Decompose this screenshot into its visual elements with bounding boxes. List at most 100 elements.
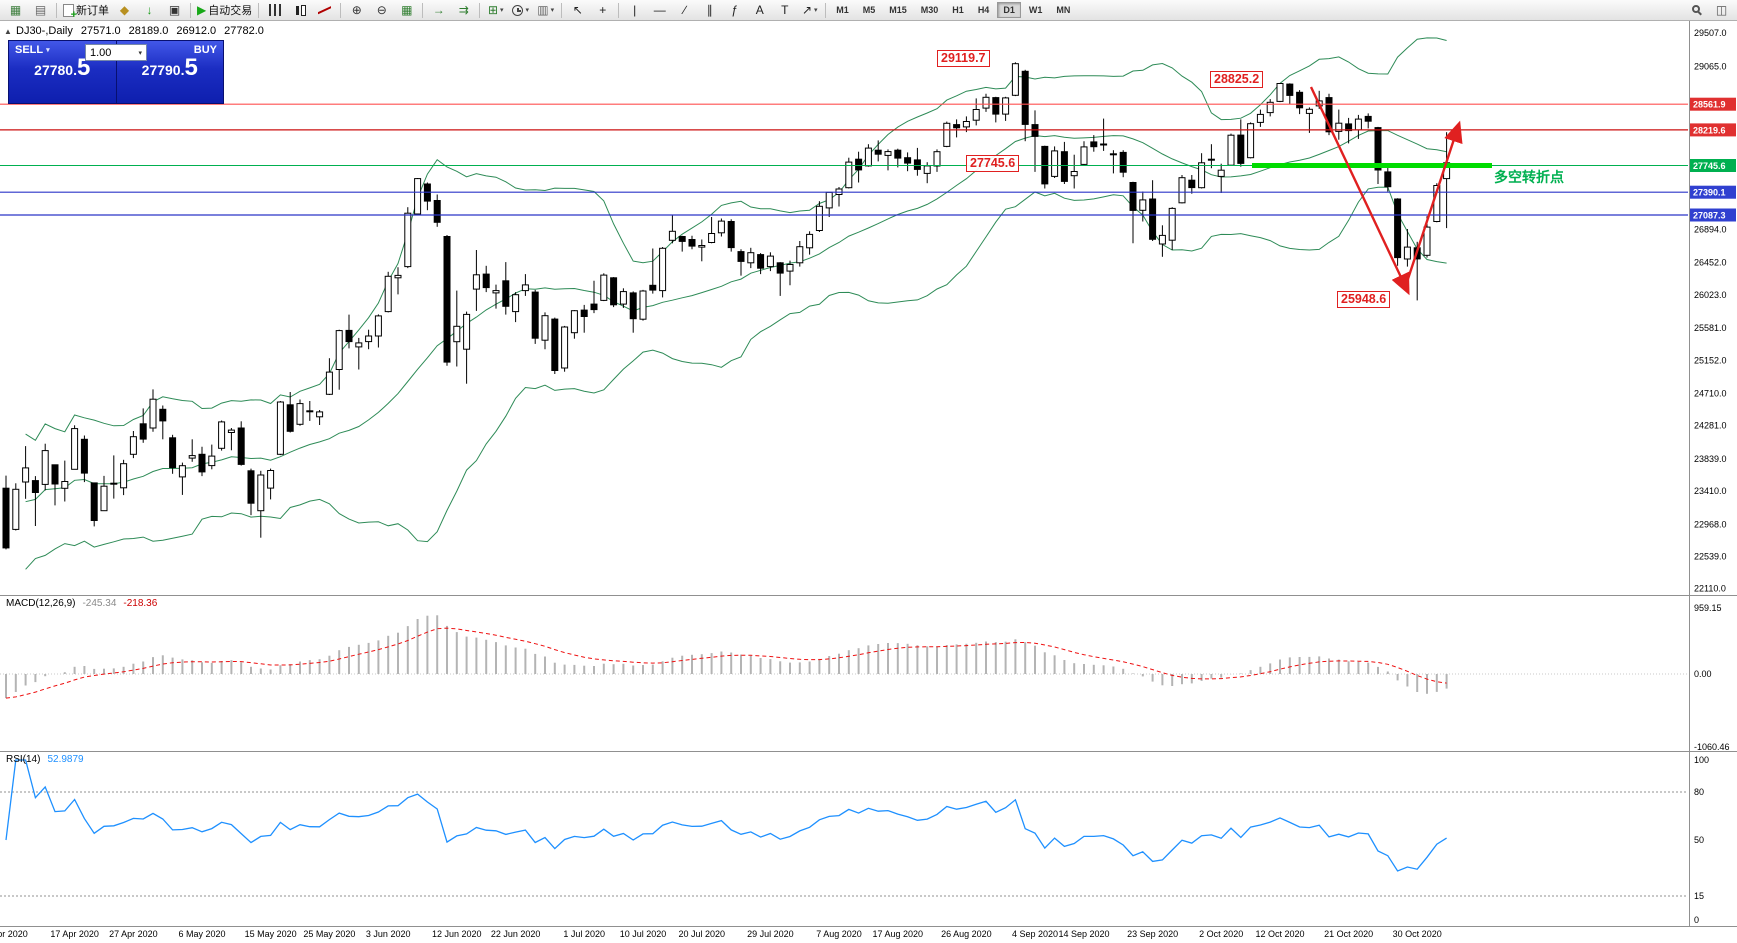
trend-arrows-layer bbox=[1309, 86, 1463, 296]
workspace-button[interactable]: ◫ bbox=[1709, 0, 1734, 20]
toolbar-separator bbox=[258, 2, 260, 18]
new-order-button[interactable]: 新订单 bbox=[60, 0, 112, 21]
community-button[interactable]: ▣ bbox=[162, 0, 187, 20]
metaeditor-icon: ◆ bbox=[119, 3, 130, 17]
chart-shift-icon: ⇉ bbox=[458, 3, 469, 17]
price-axis-label: 29065.0 bbox=[1694, 61, 1727, 71]
time-axis-label: 7 Apr 2020 bbox=[0, 929, 28, 939]
trendline-icon: ∕ bbox=[683, 3, 686, 17]
trend-arrow bbox=[1403, 120, 1463, 289]
fibonacci-icon: ƒ bbox=[731, 3, 739, 17]
metaeditor-button[interactable]: ◆ bbox=[112, 0, 137, 20]
time-axis-label: 21 Oct 2020 bbox=[1324, 929, 1373, 939]
chart-shift-button[interactable]: ⇉ bbox=[451, 0, 476, 20]
indicators-icon: ⊞ bbox=[487, 3, 498, 17]
autotrade-label: 自动交易 bbox=[208, 5, 253, 17]
crosshair-button[interactable]: + bbox=[590, 0, 615, 20]
macd-signal-line bbox=[5, 627, 1447, 699]
sell-price: 27780. 5 bbox=[34, 54, 91, 81]
timeframe-d1-button[interactable]: D1 bbox=[997, 2, 1021, 18]
indicators-button[interactable]: ⊞ ▾ bbox=[483, 0, 508, 20]
price-badge bbox=[1690, 185, 1736, 199]
time-axis-label: 27 Apr 2020 bbox=[109, 929, 158, 939]
timeframe-m30-button[interactable]: M30 bbox=[920, 5, 939, 15]
price-axis-label: 22968.0 bbox=[1694, 519, 1727, 529]
quick-search-icon bbox=[1691, 5, 1700, 13]
channel-button[interactable]: ∥ bbox=[697, 0, 722, 20]
hline-button[interactable]: — bbox=[647, 0, 672, 20]
time-axis-label: 26 Aug 2020 bbox=[941, 929, 992, 939]
price-badge-label: 27390.1 bbox=[1693, 188, 1726, 198]
volume-spinner-icon[interactable]: ▾ bbox=[138, 49, 142, 57]
time-axis-label: 25 May 2020 bbox=[303, 929, 355, 939]
one-click-trading-panel: SELL ▾ 27780. 5 BUY 27790. 5 1.00 ▾ bbox=[8, 40, 224, 104]
auto-scroll-button[interactable]: → bbox=[426, 0, 451, 20]
timeframe-h4-button[interactable]: H4 bbox=[977, 5, 990, 15]
candlestick-chart-button[interactable] bbox=[287, 0, 312, 20]
time-axis-label: 17 Apr 2020 bbox=[50, 929, 99, 939]
tile-windows-button[interactable]: ▦ bbox=[394, 0, 419, 20]
timeframe-w1-button[interactable]: W1 bbox=[1028, 5, 1043, 15]
quick-search-button[interactable] bbox=[1684, 0, 1709, 20]
toolbar-separator bbox=[340, 2, 342, 18]
rsi-axis-label: 80 bbox=[1694, 787, 1704, 797]
text-icon: A bbox=[755, 3, 764, 17]
macd-name: MACD(12,26,9) bbox=[6, 598, 76, 609]
bollinger-middle-band bbox=[25, 130, 1447, 503]
new-chart-button[interactable]: ▦ bbox=[3, 0, 28, 20]
profiles-button[interactable]: ▤ bbox=[28, 0, 53, 20]
timeframe-h1-button[interactable]: H1 bbox=[952, 5, 964, 15]
time-axis-label: 4 Sep 2020 bbox=[1012, 929, 1058, 939]
cursor-icon: ↖ bbox=[572, 3, 583, 17]
timeframe-m5-button[interactable]: M5 bbox=[862, 5, 876, 15]
time-axis-label: 20 Jul 2020 bbox=[679, 929, 726, 939]
periods-button[interactable]: ▾ bbox=[508, 0, 533, 20]
new-order-icon bbox=[63, 3, 77, 21]
periods-icon bbox=[512, 4, 524, 16]
workspace-icon: ◫ bbox=[1715, 3, 1728, 17]
timeframe-m1-button[interactable]: M1 bbox=[836, 5, 849, 15]
time-axis-label: 12 Jun 2020 bbox=[432, 929, 482, 939]
timeframe-mn-button[interactable]: MN bbox=[1056, 5, 1071, 15]
arrows-button[interactable]: ↗ ▾ bbox=[797, 0, 822, 20]
price-axis-label: 24281.0 bbox=[1694, 421, 1727, 431]
line-chart-button[interactable] bbox=[312, 0, 337, 20]
sell-dropdown-icon[interactable]: ▾ bbox=[46, 47, 50, 54]
bar-chart-button[interactable] bbox=[262, 0, 287, 20]
zoom-in-button[interactable]: ⊕ bbox=[344, 0, 369, 20]
templates-button[interactable]: ▥ ▾ bbox=[533, 0, 558, 20]
price-axis-label: 23410.0 bbox=[1694, 486, 1727, 496]
new-order-label: 新订单 bbox=[76, 5, 109, 17]
volume-input[interactable]: 1.00 ▾ bbox=[85, 44, 147, 61]
rsi-axis-label: 0 bbox=[1694, 915, 1699, 925]
time-axis: 7 Apr 2020 17 Apr 2020 27 Apr 2020 6 May 20… bbox=[0, 929, 1442, 939]
download-center-icon: ↓ bbox=[146, 3, 153, 17]
cursor-button[interactable]: ↖ bbox=[565, 0, 590, 20]
price-axis-label: 25152.0 bbox=[1694, 355, 1727, 365]
price-axis-label: 29507.0 bbox=[1694, 28, 1727, 38]
toolbar-separator bbox=[479, 2, 481, 18]
zoom-out-button[interactable]: ⊖ bbox=[369, 0, 394, 20]
new-chart-icon: ▦ bbox=[9, 3, 22, 17]
time-axis-label: 1 Jul 2020 bbox=[563, 929, 605, 939]
timeframe-m15-button[interactable]: M15 bbox=[889, 5, 907, 15]
time-axis-label: 15 May 2020 bbox=[245, 929, 297, 939]
text-button[interactable]: A bbox=[747, 0, 772, 20]
toolbar-separator bbox=[561, 2, 563, 18]
macd-signal-value: -218.36 bbox=[123, 598, 158, 609]
hline-icon: — bbox=[653, 3, 666, 17]
vline-button[interactable]: | bbox=[622, 0, 647, 20]
fibonacci-button[interactable]: ƒ bbox=[722, 0, 747, 20]
price-badge-label: 27745.6 bbox=[1693, 161, 1726, 171]
toolbar-separator bbox=[190, 2, 191, 18]
close-value: 27782.0 bbox=[224, 25, 264, 37]
time-axis-label: 2 Oct 2020 bbox=[1199, 929, 1243, 939]
templates-icon: ▥ bbox=[537, 3, 549, 17]
download-center-button[interactable]: ↓ bbox=[137, 0, 162, 20]
one-click-toggle-icon[interactable]: ▲ bbox=[4, 27, 12, 36]
price-badge bbox=[1690, 208, 1736, 222]
label-button[interactable]: T bbox=[772, 0, 797, 20]
trendline-button[interactable]: ∕ bbox=[672, 0, 697, 20]
autotrade-button[interactable]: ▶ 自动交易 bbox=[194, 0, 255, 20]
